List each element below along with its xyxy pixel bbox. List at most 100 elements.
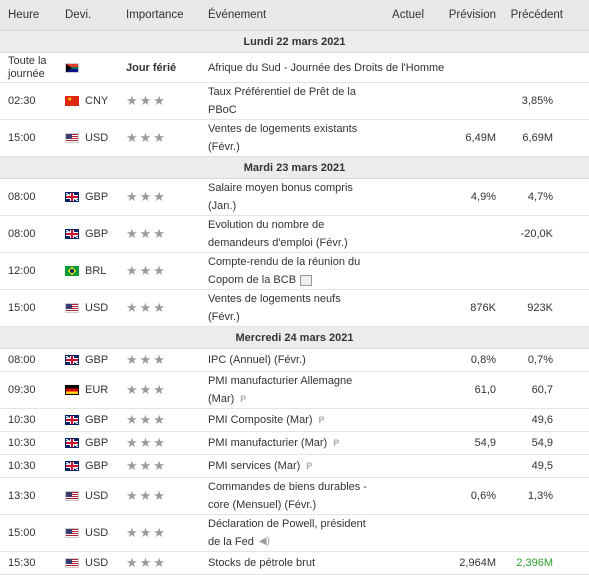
actual-cell — [372, 454, 430, 479]
usa-flag-icon — [65, 133, 79, 144]
currency-cell: EUR — [57, 371, 118, 410]
table-row[interactable]: 10:30 GBP ★★★ PMI manufacturier (Mar) P 5… — [0, 431, 589, 456]
currency-cell: GBP — [57, 431, 118, 456]
table-row[interactable]: Toute la journée Jour férié Afrique du S… — [0, 52, 589, 83]
event-cell[interactable]: Salaire moyen bonus compris (Jan.) — [200, 178, 372, 216]
china-flag-icon: ★ — [65, 96, 79, 107]
forecast-cell: 0,8% — [430, 348, 502, 372]
event-cell[interactable]: Ventes de logements neufs (Févr.) — [200, 289, 372, 327]
previous-cell: -20,0K — [502, 215, 589, 253]
event-cell[interactable]: Evolution du nombre de demandeurs d'emplo… — [200, 215, 372, 253]
preliminary-icon: P — [333, 438, 340, 449]
uk-flag-icon — [65, 355, 79, 366]
forecast-cell — [430, 215, 502, 253]
previous-cell: 6,69M — [502, 119, 589, 157]
currency-cell: USD — [57, 551, 118, 575]
event-cell[interactable]: Afrique du Sud - Journée des Droits de l… — [200, 52, 589, 83]
importance-cell: Jour férié — [118, 52, 200, 83]
col-currency[interactable]: Devi. — [57, 0, 118, 31]
day-header: Lundi 22 mars 2021 — [0, 30, 589, 53]
col-previous[interactable]: Précédent — [502, 0, 589, 31]
importance-cell: ★★★ — [118, 215, 200, 253]
usa-flag-icon — [65, 303, 79, 314]
time-cell: 13:30 — [0, 477, 57, 516]
event-cell[interactable]: Commandes de biens durables - core (Mensu… — [200, 477, 372, 516]
importance-cell: ★★★ — [118, 119, 200, 157]
event-cell[interactable]: PMI manufacturier (Mar) P — [200, 431, 372, 456]
previous-cell: 60,7 — [502, 371, 589, 410]
event-cell[interactable]: PMI Composite (Mar) P — [200, 408, 372, 433]
importance-cell: ★★★ — [118, 431, 200, 456]
importance-cell: ★★★ — [118, 289, 200, 327]
currency-cell: USD — [57, 477, 118, 516]
actual-cell — [372, 215, 430, 253]
south-africa-flag-icon — [65, 62, 79, 73]
table-row[interactable]: 10:30 GBP ★★★ PMI services (Mar) P 49,5 — [0, 454, 589, 479]
table-row[interactable]: 02:30 ★ CNY ★★★ Taux Préférentiel de Prêt… — [0, 82, 589, 120]
event-cell[interactable]: Stocks de pétrole brut — [200, 551, 372, 575]
currency-cell: USD — [57, 119, 118, 157]
uk-flag-icon — [65, 192, 79, 203]
time-cell: 10:30 — [0, 431, 57, 456]
actual-cell — [372, 252, 430, 290]
table-row[interactable]: 15:30 USD ★★★ Stocks de pétrole brut 2,9… — [0, 551, 589, 575]
event-cell[interactable]: Déclaration de Powell, président de la Fe… — [200, 514, 372, 553]
currency-cell: GBP — [57, 408, 118, 433]
table-row[interactable]: 15:00 USD ★★★ Ventes de logements exista… — [0, 119, 589, 157]
event-cell[interactable]: PMI services (Mar) P — [200, 454, 372, 479]
table-row[interactable]: 10:30 GBP ★★★ PMI Composite (Mar) P 49,6 — [0, 408, 589, 433]
event-cell[interactable]: Ventes de logements existants (Févr.) — [200, 119, 372, 157]
table-row[interactable]: 09:30 EUR ★★★ PMI manufacturier Allemagn… — [0, 371, 589, 410]
table-row[interactable]: 15:00 USD ★★★ Déclaration de Powell, pré… — [0, 514, 589, 553]
importance-cell: ★★★ — [118, 514, 200, 553]
importance-cell: ★★★ — [118, 252, 200, 290]
preliminary-icon: P — [306, 461, 313, 472]
document-icon[interactable] — [300, 274, 313, 286]
forecast-cell: 876K — [430, 289, 502, 327]
table-row[interactable]: 13:30 USD ★★★ Commandes de biens durable… — [0, 477, 589, 516]
forecast-cell — [430, 252, 502, 290]
table-row[interactable]: 15:00 USD ★★★ Ventes de logements neufs(… — [0, 289, 589, 327]
time-cell: 15:00 — [0, 289, 57, 327]
speaker-icon[interactable]: ◀) — [258, 536, 270, 548]
col-event[interactable]: Événement — [200, 0, 372, 31]
col-forecast[interactable]: Prévision — [430, 0, 502, 31]
importance-cell: ★★★ — [118, 477, 200, 516]
forecast-cell: 61,0 — [430, 371, 502, 410]
col-importance[interactable]: Importance — [118, 0, 200, 31]
usa-flag-icon — [65, 491, 79, 502]
actual-cell — [372, 514, 430, 553]
day-header: Mardi 23 mars 2021 — [0, 156, 589, 179]
event-cell[interactable]: Taux Préférentiel de Prêt de la PBoC — [200, 82, 372, 120]
table-row[interactable]: 08:00 GBP ★★★ IPC (Annuel) (Févr.) 0,8% … — [0, 348, 589, 372]
table-row[interactable]: 08:00 GBP ★★★ Evolution du nombre de dema… — [0, 215, 589, 253]
event-cell[interactable]: PMI manufacturier Allemagne (Mar) P — [200, 371, 372, 410]
importance-cell: ★★★ — [118, 82, 200, 120]
time-cell: 12:00 — [0, 252, 57, 290]
previous-cell: 923K — [502, 289, 589, 327]
previous-cell: 4,7% — [502, 178, 589, 216]
col-actual[interactable]: Actuel — [372, 0, 430, 31]
previous-cell: 2,396M — [502, 551, 589, 575]
currency-cell: BRL — [57, 252, 118, 290]
table-row[interactable]: 08:00 GBP ★★★ Salaire moyen bonus compri… — [0, 178, 589, 216]
event-cell[interactable]: IPC (Annuel) (Févr.) — [200, 348, 372, 372]
importance-cell: ★★★ — [118, 178, 200, 216]
currency-cell: GBP — [57, 348, 118, 372]
col-time[interactable]: Heure — [0, 0, 57, 31]
uk-flag-icon — [65, 415, 79, 426]
table-row[interactable]: 12:00 BRL ★★★ Compte-rendu de la réunion… — [0, 252, 589, 290]
importance-cell: ★★★ — [118, 454, 200, 479]
currency-cell: USD — [57, 289, 118, 327]
time-cell: 08:00 — [0, 178, 57, 216]
forecast-cell — [430, 408, 502, 433]
previous-cell: 1,3% — [502, 477, 589, 516]
previous-cell: 0,7% — [502, 348, 589, 372]
day-header: Mercredi 24 mars 2021 — [0, 326, 589, 349]
event-cell[interactable]: Compte-rendu de la réunion du Copom de la… — [200, 252, 372, 290]
actual-cell — [372, 551, 430, 575]
importance-cell: ★★★ — [118, 408, 200, 433]
time-cell: Toute la journée — [0, 52, 57, 83]
header-row: Heure Devi. Importance Événement Actuel … — [0, 0, 589, 31]
